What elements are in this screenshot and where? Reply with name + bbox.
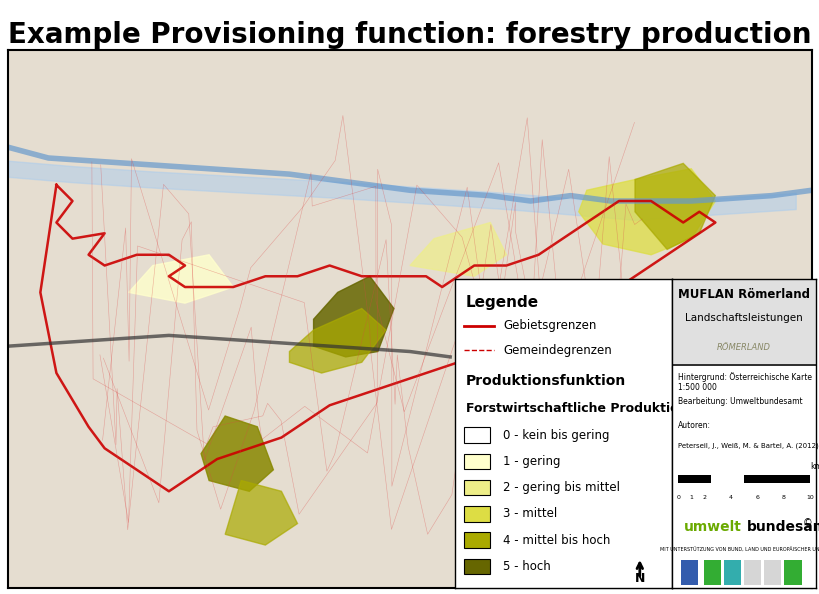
Text: Landschaftsleistungen: Landschaftsleistungen <box>685 313 802 323</box>
FancyBboxPatch shape <box>464 428 489 443</box>
Text: 4: 4 <box>728 495 732 500</box>
Text: 10: 10 <box>805 495 813 500</box>
Text: umwelt: umwelt <box>683 520 741 534</box>
Text: MUFLAN Römerland: MUFLAN Römerland <box>677 289 809 301</box>
Polygon shape <box>578 169 714 255</box>
Text: Peterseil, J., Weiß, M. & Bartel, A. (2012): Peterseil, J., Weiß, M. & Bartel, A. (20… <box>677 443 818 450</box>
Text: 2 - gering bis mittel: 2 - gering bis mittel <box>502 481 619 494</box>
Text: Forstwirtschaftliche Produktion: Forstwirtschaftliche Produktion <box>465 402 686 415</box>
Polygon shape <box>129 255 233 303</box>
Text: 0: 0 <box>676 495 679 500</box>
Text: RÖMERLAND: RÖMERLAND <box>717 343 770 352</box>
Text: ©: © <box>802 519 812 529</box>
Polygon shape <box>289 308 386 373</box>
Text: 3 - mittel: 3 - mittel <box>502 507 556 520</box>
Text: km: km <box>809 462 819 470</box>
Bar <box>783 560 800 585</box>
Polygon shape <box>410 223 506 276</box>
Text: 8: 8 <box>781 495 785 500</box>
Text: N: N <box>634 572 645 585</box>
Text: Legende: Legende <box>465 295 538 309</box>
Bar <box>723 560 740 585</box>
FancyBboxPatch shape <box>464 559 489 574</box>
Bar <box>672 279 815 366</box>
Text: Hintergrund: Österreichische Karte 1:500 000: Hintergrund: Österreichische Karte 1:500… <box>677 372 811 392</box>
FancyBboxPatch shape <box>464 480 489 495</box>
Text: 4 - mittel bis hoch: 4 - mittel bis hoch <box>502 533 609 546</box>
Text: Bearbeitung: Umweltbundesamt: Bearbeitung: Umweltbundesamt <box>677 397 802 406</box>
Polygon shape <box>634 163 714 249</box>
Text: 1 - gering: 1 - gering <box>502 455 559 468</box>
Text: 6: 6 <box>754 495 758 500</box>
Text: 2: 2 <box>702 495 706 500</box>
FancyBboxPatch shape <box>464 454 489 469</box>
Bar <box>680 560 698 585</box>
Text: 5 - hoch: 5 - hoch <box>502 560 550 573</box>
Text: 0 - kein bis gering: 0 - kein bis gering <box>502 429 609 442</box>
Text: Gemeindegrenzen: Gemeindegrenzen <box>502 344 611 357</box>
Text: bundesamt: bundesamt <box>746 520 819 534</box>
Text: 1: 1 <box>689 495 692 500</box>
Polygon shape <box>225 481 297 545</box>
Bar <box>672 364 815 366</box>
Text: Produktionsfunktion: Produktionsfunktion <box>465 374 626 388</box>
FancyBboxPatch shape <box>464 506 489 522</box>
Text: Autoren:: Autoren: <box>677 421 710 430</box>
Bar <box>703 560 721 585</box>
Bar <box>763 560 781 585</box>
FancyBboxPatch shape <box>464 532 489 548</box>
Text: Example Provisioning function: forestry production: Example Provisioning function: forestry … <box>8 21 811 49</box>
Bar <box>710 475 744 483</box>
Text: MIT UNTERSTÜTZUNG VON BUND, LAND UND EUROPÄISCHER UNION: MIT UNTERSTÜTZUNG VON BUND, LAND UND EUR… <box>659 548 819 553</box>
Polygon shape <box>313 276 393 357</box>
Bar <box>744 560 760 585</box>
Polygon shape <box>201 416 273 491</box>
Bar <box>677 475 809 483</box>
Text: Gebietsgrenzen: Gebietsgrenzen <box>502 319 595 332</box>
